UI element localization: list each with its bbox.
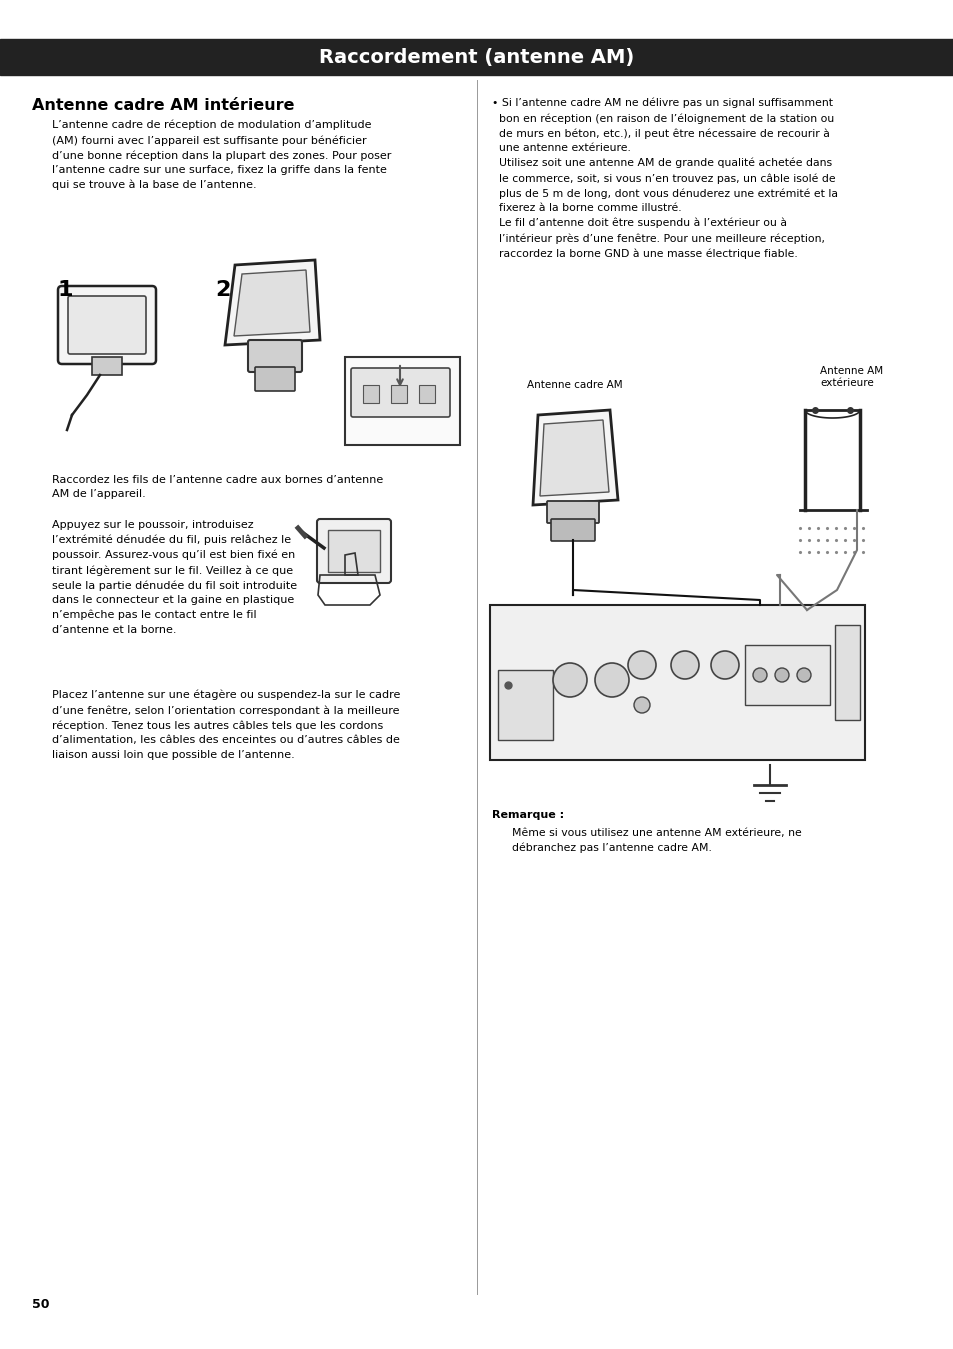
Bar bbox=[345, 357, 459, 445]
Text: Remarque :: Remarque : bbox=[492, 809, 563, 820]
Text: L’antenne cadre de réception de modulation d’amplitude
(AM) fourni avec l’appare: L’antenne cadre de réception de modulati… bbox=[52, 120, 391, 190]
Bar bbox=[834, 625, 859, 720]
FancyBboxPatch shape bbox=[551, 519, 595, 541]
Bar bbox=[418, 384, 435, 403]
Polygon shape bbox=[225, 260, 319, 345]
Bar bbox=[391, 384, 407, 403]
FancyBboxPatch shape bbox=[546, 500, 598, 523]
Bar bbox=[91, 357, 122, 375]
Bar bbox=[363, 384, 378, 403]
Text: Même si vous utilisez une antenne AM extérieure, ne
débranchez pas l’antenne cad: Même si vous utilisez une antenne AM ext… bbox=[512, 828, 801, 853]
Text: • Si l’antenne cadre AM ne délivre pas un signal suffisamment
  bon en réception: • Si l’antenne cadre AM ne délivre pas u… bbox=[492, 98, 837, 259]
Polygon shape bbox=[233, 270, 310, 336]
Bar bbox=[328, 530, 379, 572]
Circle shape bbox=[670, 652, 699, 679]
Text: Raccordez les fils de l’antenne cadre aux bornes d’antenne
AM de l’appareil.: Raccordez les fils de l’antenne cadre au… bbox=[52, 475, 383, 499]
FancyBboxPatch shape bbox=[58, 286, 156, 364]
Text: 1: 1 bbox=[58, 281, 73, 299]
Bar bbox=[0, 39, 953, 76]
FancyBboxPatch shape bbox=[351, 368, 450, 417]
Text: Antenne cadre AM: Antenne cadre AM bbox=[527, 380, 622, 390]
Circle shape bbox=[752, 668, 766, 683]
FancyBboxPatch shape bbox=[68, 295, 146, 353]
Bar bbox=[497, 670, 553, 741]
Circle shape bbox=[796, 668, 810, 683]
Circle shape bbox=[553, 662, 586, 697]
Bar bbox=[490, 604, 864, 759]
Circle shape bbox=[595, 662, 628, 697]
Text: Appuyez sur le poussoir, introduisez
l’extrémité dénudée du fil, puis relâchez l: Appuyez sur le poussoir, introduisez l’e… bbox=[52, 519, 296, 634]
Text: Antenne cadre AM intérieure: Antenne cadre AM intérieure bbox=[32, 98, 294, 113]
Text: 50: 50 bbox=[32, 1298, 50, 1311]
Bar bbox=[744, 645, 829, 706]
Text: Antenne AM
extérieure: Antenne AM extérieure bbox=[820, 367, 882, 389]
Text: Raccordement (antenne AM): Raccordement (antenne AM) bbox=[319, 47, 634, 66]
Text: 2: 2 bbox=[214, 281, 230, 299]
FancyBboxPatch shape bbox=[248, 340, 302, 372]
Circle shape bbox=[710, 652, 739, 679]
FancyBboxPatch shape bbox=[316, 519, 391, 583]
Text: Placez l’antenne sur une étagère ou suspendez-la sur le cadre
d’une fenêtre, sel: Placez l’antenne sur une étagère ou susp… bbox=[52, 689, 400, 759]
FancyBboxPatch shape bbox=[254, 367, 294, 391]
Polygon shape bbox=[539, 420, 608, 496]
Circle shape bbox=[627, 652, 656, 679]
Circle shape bbox=[774, 668, 788, 683]
Circle shape bbox=[634, 697, 649, 714]
Polygon shape bbox=[533, 410, 618, 505]
